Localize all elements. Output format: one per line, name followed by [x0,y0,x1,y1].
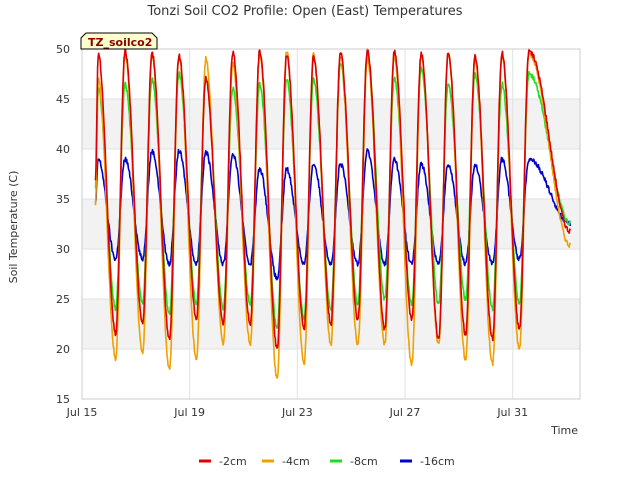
y-axis-label: Soil Temperature (C) [7,171,20,284]
chart-title: Tonzi Soil CO2 Profile: Open (East) Temp… [146,4,462,19]
x-tick-label: Jul 23 [281,406,313,419]
x-tick-label: Jul 27 [389,406,421,419]
x-tick-label: Jul 15 [66,406,98,419]
y-tick-label: 25 [56,293,70,306]
x-axis-label: Time [550,424,578,437]
x-tick-label: Jul 19 [173,406,205,419]
badge-label: TZ_soilco2 [88,36,152,49]
legend-label: -4cm [282,455,310,468]
series-layer [94,48,572,379]
series-line-2cm [94,48,572,349]
badge-shape [80,32,158,50]
legend-label: -16cm [420,455,455,468]
y-tick-label: 50 [56,43,70,56]
grid-band [82,199,580,249]
y-tick-label: 45 [56,93,70,106]
y-tick-label: 30 [56,243,70,256]
legend: -2cm -4cm -8cm -16cm [199,455,455,468]
legend-label: -2cm [219,455,247,468]
site-badge: TZ_soilco2 [80,32,158,50]
y-tick-label: 20 [56,343,70,356]
grid-band [82,99,580,149]
legend-label: -8cm [350,455,378,468]
y-axis-ticks: 15 20 25 30 35 40 45 50 [56,43,70,406]
y-tick-label: 15 [56,393,70,406]
y-tick-label: 40 [56,143,70,156]
background-bands [82,99,580,349]
x-axis-ticks: Jul 15 Jul 19 Jul 23 Jul 27 Jul 31 [66,406,528,419]
x-tick-label: Jul 31 [496,406,528,419]
plot-frame [81,48,581,400]
y-tick-label: 35 [56,193,70,206]
